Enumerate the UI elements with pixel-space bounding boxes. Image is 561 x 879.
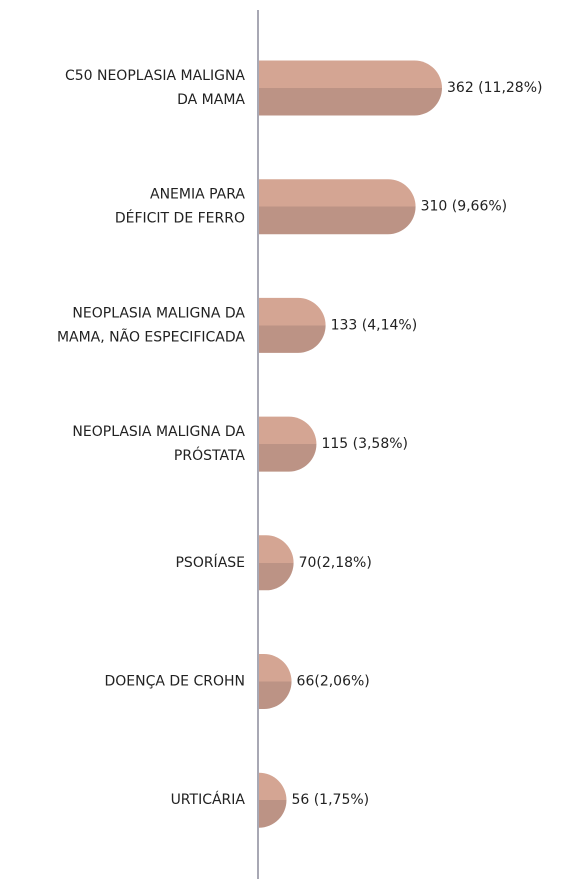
bar	[257, 297, 326, 353]
category-label: ANEMIA PARA	[150, 187, 245, 203]
bar	[257, 772, 287, 828]
value-label: 115 (3,58%)	[321, 436, 408, 452]
category-label: PSORÍASE	[175, 554, 245, 571]
category-label: NEOPLASIA MALIGNA DA	[72, 424, 245, 440]
category-label: MAMA, NÃO ESPECIFICADA	[57, 328, 245, 345]
value-label: 56 (1,75%)	[291, 792, 369, 808]
category-label: DÉFICIT DE FERRO	[115, 210, 245, 227]
bar	[257, 535, 294, 591]
value-label: 66(2,06%)	[297, 674, 370, 690]
value-label: 310 (9,66%)	[421, 199, 508, 215]
value-label: 133 (4,14%)	[331, 317, 418, 333]
bar	[257, 654, 292, 709]
bar	[257, 179, 416, 235]
category-label: PRÓSTATA	[174, 446, 245, 464]
value-label: 362 (11,28%)	[447, 80, 542, 96]
category-label: DA MAMA	[177, 92, 245, 108]
category-label: URTICÁRIA	[171, 791, 246, 808]
category-label: C50 NEOPLASIA MALIGNA	[65, 68, 245, 84]
value-label: 70(2,18%)	[299, 555, 372, 571]
bar	[257, 60, 442, 116]
category-label: DOENÇA DE CROHN	[104, 674, 245, 690]
category-label: NEOPLASIA MALIGNA DA	[72, 305, 245, 321]
bar	[257, 416, 317, 472]
